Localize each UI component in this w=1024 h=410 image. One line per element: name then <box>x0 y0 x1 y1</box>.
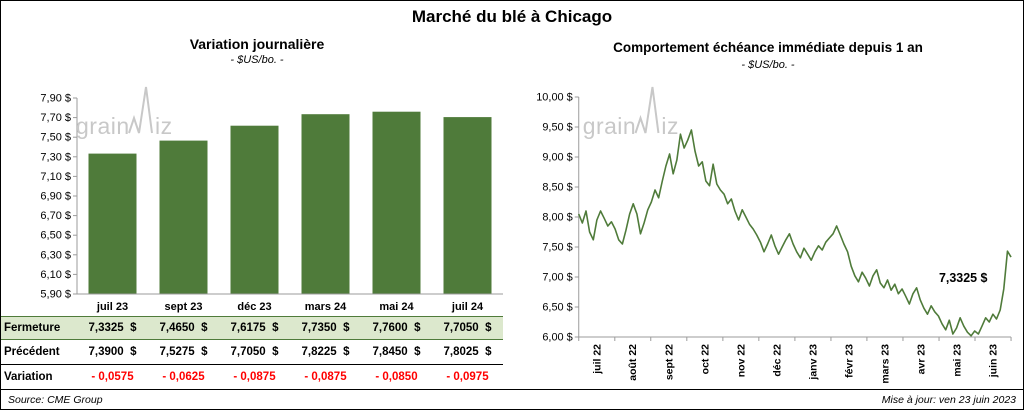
price-cell: - 0,0975 <box>446 370 489 383</box>
x-month-label: mars 23 <box>880 344 891 384</box>
y-axis-tick-label: 5,90 $ <box>40 289 71 301</box>
x-category-label: juil 24 <box>451 301 484 313</box>
bar-chart-subtitle: - $US/bo. - <box>230 54 284 66</box>
y-axis-tick-label: 6,10 $ <box>40 269 71 281</box>
price-cell: 7,7050 $ <box>230 346 279 358</box>
price-table: Fermeture 7,3325 $ 7,4650 $ 7,6175 $ 7,7350 … <box>1 316 503 388</box>
y-axis-tick-label: 7,70 $ <box>40 112 71 124</box>
y-axis-tick-label: 6,30 $ <box>40 249 71 261</box>
row-label: Précédent <box>4 346 60 358</box>
bar-chart-title: Variation journalière <box>189 36 325 52</box>
watermark-w-glyph <box>128 86 153 134</box>
price-cell: 7,5275 $ <box>159 346 208 358</box>
y-axis-tick-label: 7,50 $ <box>542 241 572 253</box>
y-axis-tick-label: 6,00 $ <box>542 331 572 343</box>
price-cell: 7,7600 $ <box>372 322 421 334</box>
x-month-label: nov 22 <box>736 344 747 377</box>
footer: Source: CME Group Mise à jour: ven 23 ju… <box>1 389 1023 409</box>
y-axis-tick-label: 7,50 $ <box>40 132 71 144</box>
table-row-variation: Variation - 0,0575 - 0,0625 - 0,0875 - 0,087… <box>1 364 503 388</box>
table-row-close: Fermeture 7,3325 $ 7,4650 $ 7,6175 $ 7,7350 … <box>1 316 503 340</box>
y-axis-tick-label: 7,90 $ <box>40 93 71 105</box>
source-note: Source: CME Group <box>8 393 103 406</box>
y-axis-tick-label: 6,50 $ <box>542 301 572 313</box>
price-cell: 7,6175 $ <box>230 322 279 334</box>
x-month-label: févr 23 <box>844 344 855 378</box>
y-axis-tick-label: 8,00 $ <box>542 211 572 223</box>
y-axis-tick-label: 9,50 $ <box>542 121 572 133</box>
line-chart-title: Comportement échéance immédiate depuis 1… <box>613 40 923 55</box>
grainwiz-watermark: grain iz <box>76 86 173 139</box>
price-line <box>578 129 1012 337</box>
bar-sept-23 <box>159 140 208 294</box>
y-axis-tick-label: 9,00 $ <box>542 151 572 163</box>
table-row-previous: Précédent 7,3900 $ 7,5275 $ 7,7050 $ 7,8225 … <box>1 340 503 364</box>
last-price-annotation: 7,3325 $ <box>939 271 988 285</box>
price-cell: - 0,0625 <box>162 370 205 383</box>
y-axis-tick-label: 7,00 $ <box>542 271 572 283</box>
bar-mars-24 <box>301 114 350 294</box>
price-cell: - 0,0850 <box>375 370 418 383</box>
price-cell: 7,8450 $ <box>372 346 421 358</box>
y-axis-tick-label: 8,50 $ <box>542 181 572 193</box>
x-month-label: oct 22 <box>700 344 711 374</box>
bar-mai-24 <box>372 111 421 294</box>
row-label: Fermeture <box>4 322 61 334</box>
price-cell: - 0,0575 <box>91 370 134 383</box>
price-cell: 7,3325 $ <box>88 322 137 334</box>
update-note: Mise à jour: ven 23 juin 2023 <box>881 393 1016 406</box>
line-chart-subtitle: - $US/bo. - <box>741 59 795 71</box>
price-cell: 7,3900 $ <box>88 346 137 358</box>
watermark-text: iz <box>155 113 173 139</box>
x-category-label: déc 23 <box>237 301 271 313</box>
price-cell: 7,7350 $ <box>301 322 350 334</box>
y-axis-tick-label: 6,90 $ <box>40 191 71 203</box>
price-cell: - 0,0875 <box>233 370 276 383</box>
y-axis-tick-label: 6,50 $ <box>40 230 71 242</box>
bar-chart: 7,90 $ 7,70 $ 7,50 $ 7,30 $ 7,10 $ 6,90 $ 6,70… <box>40 86 503 313</box>
y-axis-tick-label: 10,00 $ <box>536 91 573 103</box>
x-month-label: août 22 <box>628 344 639 381</box>
bar-déc-23 <box>230 125 279 294</box>
bar-juil-23 <box>88 153 137 294</box>
price-cell: 7,7050 $ <box>443 322 492 334</box>
y-axis-tick-label: 7,10 $ <box>40 171 71 183</box>
row-label: Variation <box>4 370 53 383</box>
y-axis-tick-label: 7,30 $ <box>40 151 71 163</box>
price-cell: 7,8225 $ <box>301 346 350 358</box>
watermark-w-glyph <box>634 86 660 134</box>
daily-variation-panel: Variation journalière - $US/bo. - 7,90 $… <box>1 32 513 389</box>
page-title: Marché du blé à Chicago <box>411 7 613 26</box>
x-month-label: juil 22 <box>592 344 603 375</box>
x-month-label: mai 23 <box>952 344 963 377</box>
watermark-text: iz <box>661 113 679 139</box>
x-month-label: sept 22 <box>664 344 675 380</box>
watermark-text: grain <box>76 113 130 139</box>
price-cell: - 0,0875 <box>304 370 347 383</box>
x-month-label: juin 23 <box>989 344 1000 378</box>
line-chart: 10,00 $ 9,50 $ 9,00 $ 8,50 $ 8,00 $ 7,50 $ 7,0… <box>536 86 1012 384</box>
watermark-text: grain <box>583 113 636 139</box>
x-month-label: déc 22 <box>772 344 783 377</box>
x-category-label: mai 24 <box>379 301 414 313</box>
trend-panel: Comportement échéance immédiate depuis 1… <box>513 32 1023 389</box>
x-category-label: juil 23 <box>96 301 128 313</box>
x-month-label: janv 23 <box>808 344 819 381</box>
x-month-label: avr 23 <box>917 344 928 375</box>
x-category-label: mars 24 <box>305 301 347 313</box>
y-axis-tick-label: 6,70 $ <box>40 210 71 222</box>
grainwiz-watermark: grain iz <box>583 86 679 139</box>
price-cell: 7,8025 $ <box>443 346 492 358</box>
x-category-label: sept 23 <box>165 301 203 313</box>
price-cell: 7,4650 $ <box>159 322 208 334</box>
bar-juil-24 <box>443 117 492 294</box>
